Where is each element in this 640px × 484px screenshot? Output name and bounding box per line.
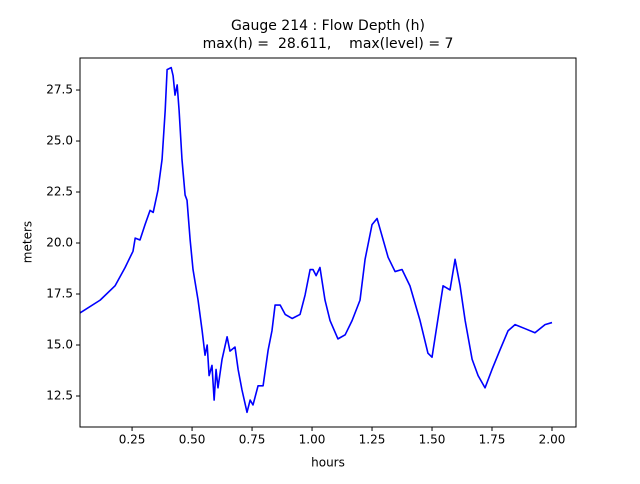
x-tick-label: 1.75 <box>479 433 506 447</box>
chart-subtitle: max(h) = 28.611, max(level) = 7 <box>203 36 454 52</box>
y-tick-label: 25.0 <box>46 134 73 148</box>
x-tick-label: 1.00 <box>299 433 326 447</box>
y-tick-label: 20.0 <box>46 236 73 250</box>
data-line <box>79 66 553 414</box>
x-axis-label: hours <box>311 456 345 470</box>
y-axis-label: meters <box>21 221 35 263</box>
y-tick-label: 27.5 <box>46 83 73 97</box>
y-tick-label: 22.5 <box>46 185 73 199</box>
x-tick-label: 0.75 <box>239 433 266 447</box>
x-tick-label: 0.50 <box>179 433 206 447</box>
y-tick-label: 15.0 <box>46 338 73 352</box>
x-tick-label: 0.25 <box>119 433 146 447</box>
x-tick-label: 2.00 <box>539 433 566 447</box>
plot-frame <box>79 57 577 428</box>
y-tick-label: 12.5 <box>46 388 73 402</box>
chart-title: Gauge 214 : Flow Depth (h) <box>231 18 425 34</box>
x-tick-label: 1.50 <box>419 433 446 447</box>
y-tick-label: 17.5 <box>46 287 73 301</box>
x-tick-label: 1.25 <box>359 433 386 447</box>
